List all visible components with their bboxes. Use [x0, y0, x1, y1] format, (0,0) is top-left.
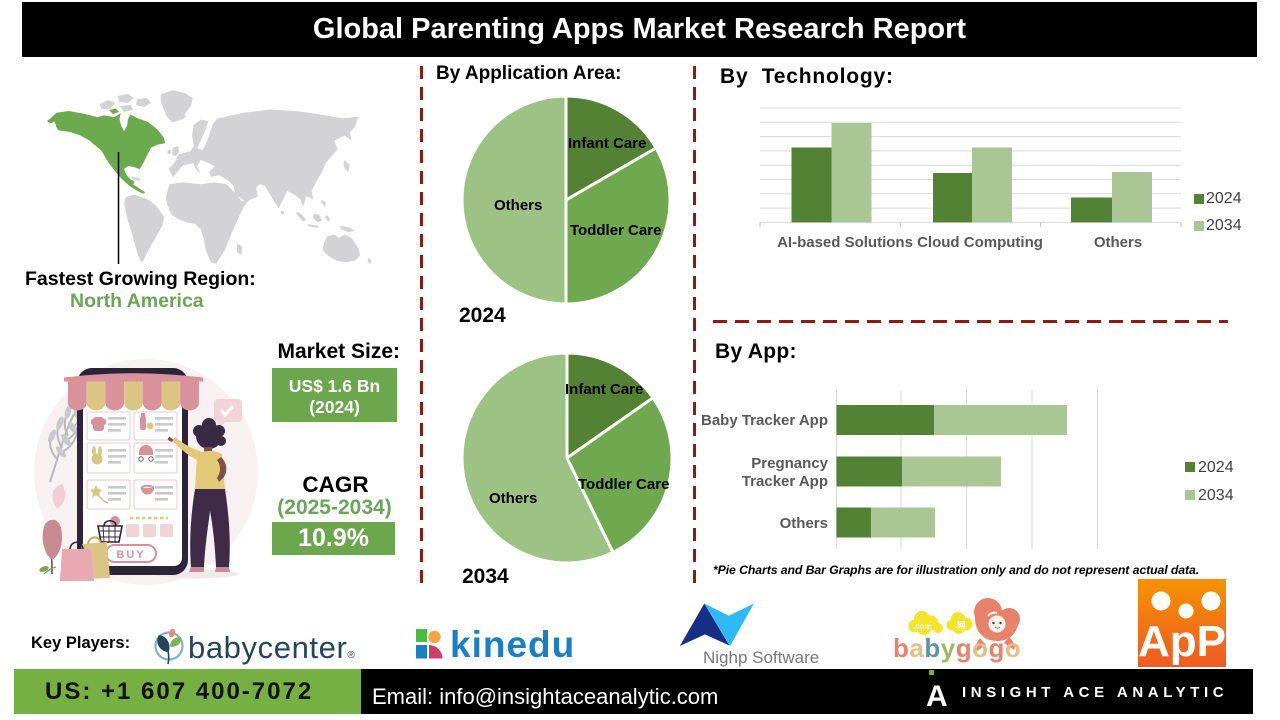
- svg-text:A: A: [926, 680, 948, 713]
- svg-text:BUY: BUY: [116, 549, 145, 561]
- svg-text:.网: .网: [955, 621, 965, 630]
- svg-text:ApP: ApP: [1138, 617, 1226, 666]
- svg-text:.com: .com: [913, 622, 932, 631]
